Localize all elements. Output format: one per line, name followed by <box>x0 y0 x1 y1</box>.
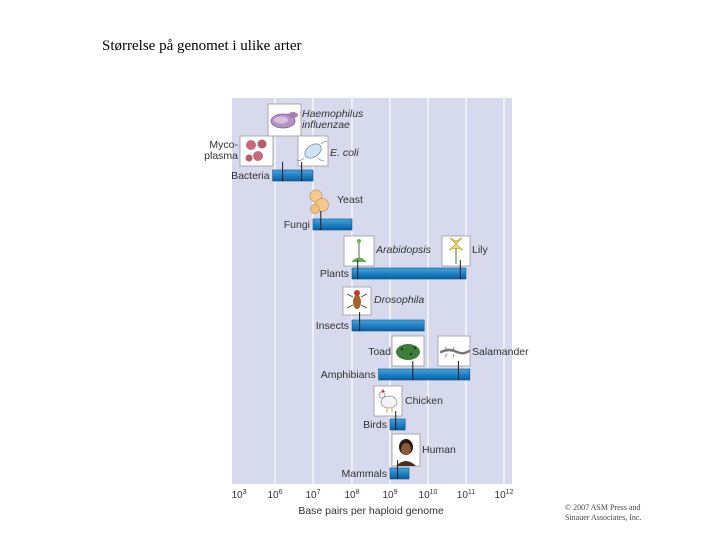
bar-amphibians <box>378 368 471 381</box>
yeast-illustration <box>309 189 329 214</box>
species-label-mycoplasma: plasma <box>204 150 238 162</box>
bar-bacteria <box>272 169 314 182</box>
copyright-line-2: Sinauer Associates, Inc. <box>565 513 642 522</box>
tick-label: 103 <box>231 489 246 501</box>
slide-title: Størrelse på genomet i ulike arter <box>102 38 302 54</box>
bar-insects <box>351 319 425 332</box>
tick-label: 106 <box>267 489 282 501</box>
x-axis-label: Base pairs per haploid genome <box>298 505 444 517</box>
group-label-plants: Plants <box>320 268 349 280</box>
tick-label: 1010 <box>419 489 438 501</box>
species-label-mycoplasma: Myco- <box>209 139 238 151</box>
species-label-chicken: Chicken <box>405 395 443 407</box>
species-label-drosophila: Drosophila <box>374 294 424 306</box>
group-label-birds: Birds <box>363 419 387 431</box>
chicken-illustration <box>373 385 403 417</box>
species-label-haemophilus-influenzae: Haemophilus <box>302 108 364 120</box>
species-label-salamander: Salamander <box>472 346 529 358</box>
tick-label: 108 <box>344 489 359 501</box>
species-label-e-coli: E. coli <box>330 147 359 159</box>
chart-panel <box>232 98 512 484</box>
species-label-haemophilus-influenzae: influenzae <box>302 119 350 131</box>
bar-fungi <box>312 218 353 231</box>
drosophila-illustration <box>342 286 372 316</box>
lily-illustration <box>441 235 471 267</box>
copyright-notice: © 2007 ASM Press and Sinauer Associates,… <box>565 503 641 523</box>
mycoplasma-illustration <box>239 135 274 167</box>
toad-illustration <box>391 335 425 367</box>
species-label-yeast: Yeast <box>337 194 363 206</box>
human-illustration <box>391 433 421 467</box>
species-label-toad: Toad <box>368 346 391 358</box>
salamander-illustration <box>437 335 471 367</box>
group-label-insects: Insects <box>316 320 349 332</box>
bar-birds <box>389 418 406 431</box>
group-label-amphibians: Amphibians <box>321 369 376 381</box>
bar-mammals <box>389 467 410 480</box>
tick-label: 109 <box>382 489 397 501</box>
species-label-arabidopsis: Arabidopsis <box>375 244 432 256</box>
species-label-lily: Lily <box>472 244 489 256</box>
tick-label: 107 <box>305 489 320 501</box>
species-label-human: Human <box>422 444 456 456</box>
group-label-bacteria: Bacteria <box>231 170 270 182</box>
e-coli-illustration <box>296 135 329 167</box>
tick-label: 1011 <box>457 489 475 501</box>
group-label-fungi: Fungi <box>284 219 310 231</box>
haemophilus-illustration <box>267 103 302 137</box>
bar-plants <box>351 267 467 280</box>
arabidopsis-illustration <box>343 235 375 267</box>
tick-label: 1012 <box>495 489 514 501</box>
group-label-mammals: Mammals <box>341 468 387 480</box>
copyright-line-1: © 2007 ASM Press and <box>565 503 641 512</box>
